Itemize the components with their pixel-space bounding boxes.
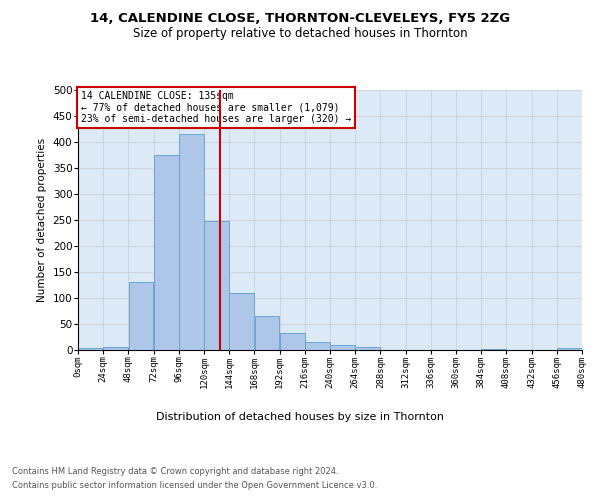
Bar <box>154 155 179 350</box>
Text: Size of property relative to detached houses in Thornton: Size of property relative to detached ho… <box>133 28 467 40</box>
Bar <box>330 346 355 350</box>
Text: Contains public sector information licensed under the Open Government Licence v3: Contains public sector information licen… <box>12 481 377 490</box>
Bar <box>355 347 380 350</box>
Bar <box>229 293 254 350</box>
Bar <box>557 348 582 350</box>
Text: Distribution of detached houses by size in Thornton: Distribution of detached houses by size … <box>156 412 444 422</box>
Bar <box>128 282 154 350</box>
Bar <box>179 134 204 350</box>
Text: Contains HM Land Registry data © Crown copyright and database right 2024.: Contains HM Land Registry data © Crown c… <box>12 468 338 476</box>
Bar <box>305 342 330 350</box>
Text: 14 CALENDINE CLOSE: 135sqm
← 77% of detached houses are smaller (1,079)
23% of s: 14 CALENDINE CLOSE: 135sqm ← 77% of deta… <box>80 92 351 124</box>
Bar <box>280 334 305 350</box>
Bar <box>78 348 103 350</box>
Bar <box>103 348 128 350</box>
Bar <box>204 221 229 350</box>
Y-axis label: Number of detached properties: Number of detached properties <box>37 138 47 302</box>
Bar <box>254 316 280 350</box>
Text: 14, CALENDINE CLOSE, THORNTON-CLEVELEYS, FY5 2ZG: 14, CALENDINE CLOSE, THORNTON-CLEVELEYS,… <box>90 12 510 26</box>
